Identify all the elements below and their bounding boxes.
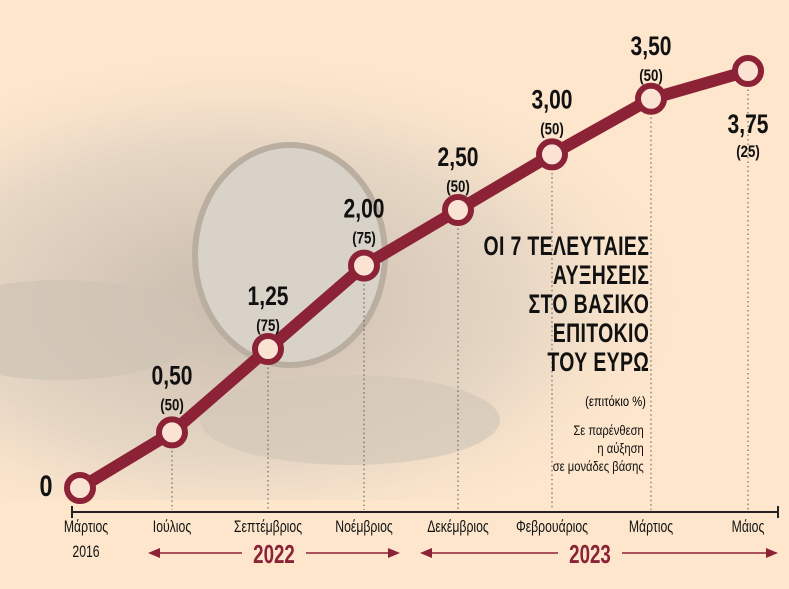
arrow-right-icon <box>766 548 778 558</box>
increase-label: (75) <box>352 229 376 248</box>
data-point <box>156 416 188 449</box>
note-line: σε μονάδες βάσης <box>553 458 644 474</box>
title-line: ΣΤΟ ΒΑΣΙΚΟ <box>528 289 649 319</box>
data-point <box>635 82 667 115</box>
value-label: 3,50 <box>631 31 672 61</box>
value-label: 0,50 <box>152 361 193 391</box>
x-tick-label: Φεβρουάριος <box>516 518 588 536</box>
value-label: 0 <box>39 469 52 502</box>
increase-label: (50) <box>639 66 663 85</box>
x-tick-label: Σεπτέμβριος <box>234 518 302 536</box>
x-tick-label: Μάρτιος <box>64 518 108 536</box>
year-label: 2022 <box>253 539 295 569</box>
coin-stack-image <box>0 280 200 380</box>
note: Σε παρένθεση η αύξηση σε μονάδες βάσης <box>553 421 644 475</box>
data-point <box>536 138 568 171</box>
data-point <box>442 194 474 226</box>
value-label: 3,00 <box>532 85 573 115</box>
coin-stack-image <box>200 375 500 465</box>
title-line: ΤΟΥ ΕΥΡΩ <box>547 347 649 377</box>
data-point <box>732 55 764 87</box>
title-line: ΑΥΞΗΣΕΙΣ <box>552 260 649 290</box>
arrow-right-icon <box>388 548 400 558</box>
arrow-left-icon <box>420 548 432 558</box>
series-line <box>76 65 750 494</box>
value-label: 1,25 <box>248 282 289 312</box>
y-unit-label: (επιτόκιο %) <box>585 393 646 409</box>
x-tick-label: Νοέμβριος <box>335 518 393 536</box>
title-line: ΟΙ 7 ΤΕΛΕΥΤΑΙΕΣ <box>483 231 649 261</box>
x-tick-label: Δεκέμβριος <box>427 518 489 536</box>
increase-label: (50) <box>540 120 564 139</box>
value-label: 2,50 <box>438 143 479 173</box>
data-point <box>348 249 380 282</box>
increase-label: (25) <box>736 143 760 162</box>
note-line: Σε παρένθεση <box>573 422 644 438</box>
increase-label: (50) <box>160 396 184 415</box>
data-point <box>252 333 284 365</box>
chart-title: ΟΙ 7 ΤΕΛΕΥΤΑΙΕΣ ΑΥΞΗΣΕΙΣ ΣΤΟ ΒΑΣΙΚΟ ΕΠΙΤ… <box>419 232 649 377</box>
note-line: η αύξηση <box>597 440 644 456</box>
year-label: 2023 <box>569 539 611 569</box>
increase-label: (75) <box>256 317 280 336</box>
value-label: 2,00 <box>344 194 385 224</box>
x-tick-label: Μάρτιος <box>629 518 673 536</box>
x-tick-label: Ιούλιος <box>153 518 191 536</box>
value-label: 3,75 <box>728 110 769 140</box>
x-tick-sublabel: 2016 <box>72 543 99 561</box>
title-line: ΕΠΙΤΟΚΙΟ <box>552 318 649 348</box>
arrow-left-icon <box>148 548 160 558</box>
data-point <box>64 472 96 504</box>
x-tick-label: Μάιος <box>732 518 765 536</box>
increase-label: (50) <box>446 178 470 197</box>
